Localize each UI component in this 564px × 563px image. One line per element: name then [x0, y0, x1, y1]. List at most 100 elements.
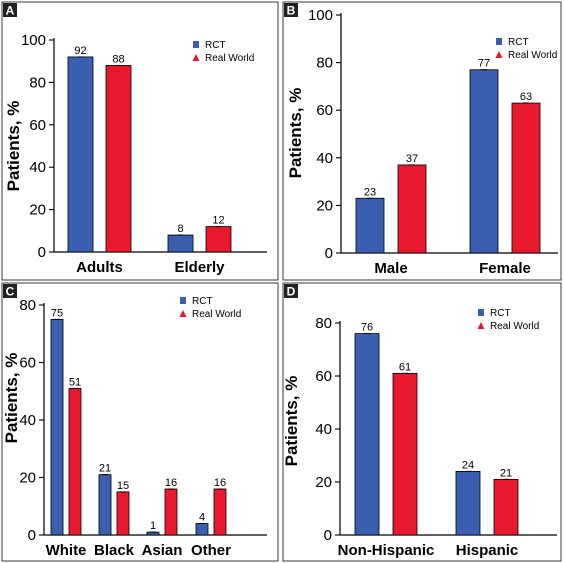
y-axis-label: Patients, % — [2, 353, 21, 444]
category-label: Elderly — [174, 259, 225, 276]
bar-value-label: 15 — [117, 480, 129, 492]
y-axis-label: Patients, % — [286, 88, 305, 179]
y-tick-label: 80 — [19, 297, 36, 314]
panel-tag-label: A — [6, 4, 15, 18]
panel-tag-label: D — [287, 285, 296, 299]
panel-c: C 0 20 40 60 80 Patients, % 75 51 White 21 15 Black 1… — [1, 282, 279, 562]
panel-a: A 0 20 40 60 80 100 Patients, % 92 88 Adults 8 12 Eld… — [1, 1, 279, 281]
y-tick-label: 60 — [315, 368, 332, 385]
bar-real-world — [205, 226, 232, 253]
category-label: Adults — [76, 259, 123, 276]
legend-label-real-world: Real World — [508, 50, 557, 61]
bar-real-world — [493, 478, 519, 536]
bar-real-world — [164, 488, 178, 536]
panel-frame — [282, 282, 562, 562]
y-tick-label: 20 — [316, 197, 333, 214]
y-tick-label: 100 — [21, 32, 46, 49]
legend-label-real-world: Real World — [490, 321, 539, 332]
bar-value-label: 23 — [364, 186, 376, 198]
bar-rct — [469, 69, 499, 254]
category-label: Non-Hispanic — [338, 542, 435, 559]
bar-rct — [50, 318, 64, 536]
legend-swatch-rct — [496, 38, 502, 45]
panel-frame — [282, 1, 562, 281]
y-axis-label: Patients, % — [4, 101, 23, 192]
y-tick-label: 80 — [29, 74, 46, 91]
bar-rct — [355, 197, 385, 254]
y-tick-label: 20 — [19, 470, 36, 487]
y-tick-label: 20 — [315, 474, 332, 491]
legend-label-rct: RCT — [192, 296, 213, 307]
bar-real-world — [116, 491, 130, 536]
legend-swatch-rct — [180, 297, 186, 304]
bar-value-label: 16 — [165, 477, 177, 489]
y-tick-label: 40 — [315, 421, 332, 438]
bar-value-label: 88 — [112, 53, 124, 65]
legend-label-rct: RCT — [205, 40, 226, 51]
panel-tag-box — [284, 284, 298, 298]
bar-value-label: 92 — [74, 45, 86, 57]
category-label: Black — [94, 542, 135, 559]
bar-real-world — [392, 372, 418, 536]
category-label: Other — [191, 542, 231, 559]
y-tick-label: 60 — [316, 102, 333, 119]
y-tick-label: 60 — [19, 355, 36, 372]
bar-rct — [195, 523, 209, 536]
legend-label-real-world: Real World — [205, 53, 254, 64]
legend-swatch-rct — [193, 41, 199, 48]
bar-value-label: 75 — [51, 307, 63, 319]
category-label: Hispanic — [456, 542, 519, 559]
bar-value-label: 24 — [462, 459, 474, 471]
y-tick-label: 40 — [316, 150, 333, 167]
bar-rct — [167, 234, 194, 253]
y-tick-label: 0 — [325, 245, 333, 262]
legend-swatch-real-world — [495, 51, 503, 58]
legend-label-real-world: Real World — [192, 309, 241, 320]
bar-value-label: 21 — [99, 463, 111, 475]
category-label: Male — [374, 260, 407, 277]
bar-value-label: 63 — [520, 91, 532, 103]
bar-value-label: 8 — [177, 223, 183, 235]
bar-value-label: 12 — [212, 215, 224, 227]
panel-tag-label: C — [6, 285, 15, 299]
y-tick-label: 40 — [29, 159, 46, 176]
bar-real-world — [105, 65, 132, 253]
y-tick-label: 40 — [19, 412, 36, 429]
bar-real-world — [397, 164, 427, 254]
y-tick-label: 100 — [308, 7, 333, 24]
bar-value-label: 61 — [399, 361, 411, 373]
bar-value-label: 1 — [150, 520, 156, 532]
panel-frame — [1, 1, 279, 281]
bar-real-world — [511, 102, 541, 254]
legend-swatch-real-world — [192, 54, 200, 61]
bar-value-label: 16 — [214, 477, 226, 489]
bar-rct — [455, 470, 481, 536]
legend-swatch-real-world — [477, 322, 485, 329]
bar-value-label: 76 — [361, 322, 373, 334]
category-label: Female — [479, 260, 531, 277]
legend-label-rct: RCT — [490, 308, 511, 319]
y-tick-label: 0 — [28, 527, 36, 544]
bar-rct — [98, 474, 112, 536]
panel-frame — [1, 282, 279, 562]
legend-label-rct: RCT — [508, 37, 529, 48]
panel-b: B 0 20 40 60 80 100 Patients, % 23 37 Male 77 63 Fema… — [282, 1, 562, 281]
bar-real-world — [213, 488, 227, 536]
bar-value-label: 4 — [199, 512, 205, 524]
bar-value-label: 37 — [406, 153, 418, 165]
panel-tag-label: B — [287, 4, 296, 18]
y-axis-label: Patients, % — [282, 376, 301, 467]
legend-swatch-rct — [478, 309, 484, 316]
y-tick-label: 80 — [316, 55, 333, 72]
panel-tag-box — [284, 3, 298, 17]
panel-tag-box — [3, 3, 17, 17]
bar-value-label: 77 — [478, 58, 490, 70]
category-label: White — [46, 542, 87, 559]
y-tick-label: 80 — [315, 315, 332, 332]
panel-tag-box — [3, 284, 17, 298]
bar-real-world — [68, 387, 82, 536]
y-tick-label: 20 — [29, 202, 46, 219]
bar-rct — [354, 333, 380, 536]
bar-value-label: 21 — [500, 467, 512, 479]
